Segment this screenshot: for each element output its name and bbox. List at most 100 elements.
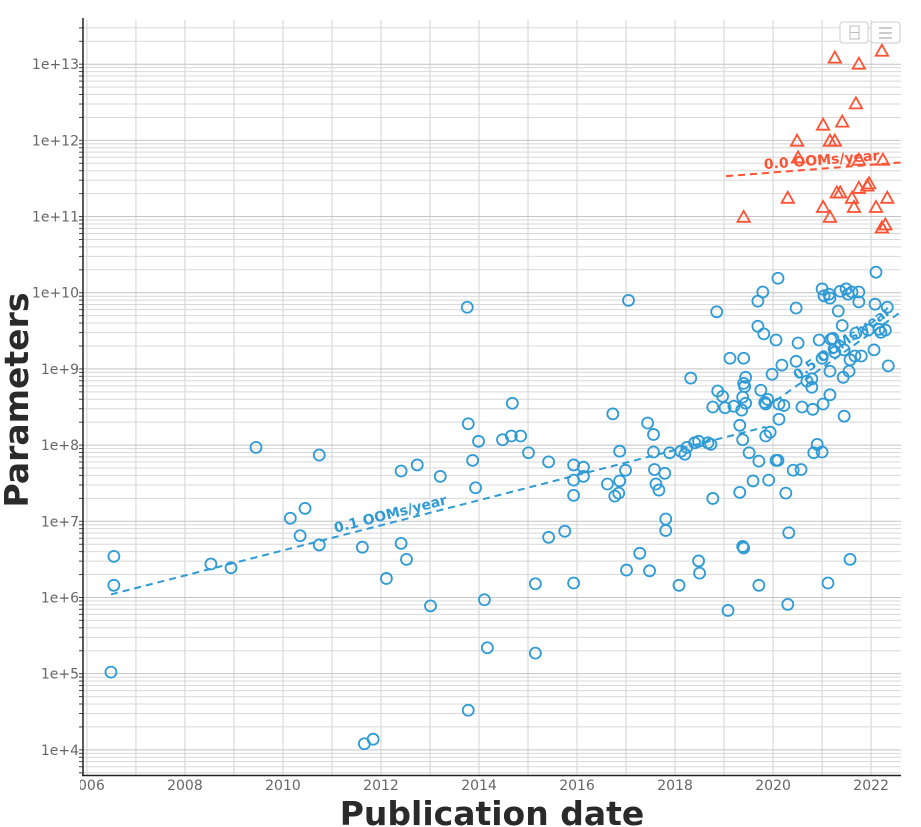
data-point-circle[interactable] [647, 445, 660, 459]
data-point-triangle[interactable] [868, 199, 884, 213]
data-point-triangle[interactable] [815, 199, 831, 213]
data-point-circle[interactable] [823, 364, 837, 378]
data-point-triangle[interactable] [789, 132, 805, 147]
data-point-circle[interactable] [528, 577, 542, 591]
data-point-circle[interactable] [769, 333, 783, 347]
data-point-circle[interactable] [710, 305, 724, 319]
data-point-circle[interactable] [394, 464, 408, 478]
data-point-circle[interactable] [867, 343, 881, 357]
data-point-triangle[interactable] [827, 132, 843, 147]
data-point-circle[interactable] [107, 578, 121, 592]
data-point-triangle[interactable] [815, 116, 831, 131]
data-point-circle[interactable] [613, 444, 627, 458]
data-point-circle[interactable] [763, 425, 777, 439]
data-point-circle[interactable] [831, 304, 845, 318]
data-point-circle[interactable] [837, 343, 851, 357]
data-point-circle[interactable] [522, 446, 535, 460]
data-point-circle[interactable] [718, 401, 732, 415]
data-point-circle[interactable] [782, 526, 796, 540]
data-point-circle[interactable] [721, 604, 735, 617]
data-point-triangle[interactable] [827, 49, 843, 64]
data-point-circle[interactable] [854, 349, 868, 363]
data-point-circle[interactable] [469, 481, 482, 495]
data-point-circle[interactable] [659, 512, 673, 526]
data-point-circle[interactable] [843, 552, 857, 566]
data-point-triangle[interactable] [832, 184, 848, 199]
data-point-circle[interactable] [379, 572, 393, 585]
data-point-circle[interactable] [643, 564, 656, 578]
data-point-circle[interactable] [716, 389, 729, 403]
data-point-circle[interactable] [312, 538, 326, 552]
data-point-triangle[interactable] [822, 208, 838, 223]
data-point-circle[interactable] [672, 578, 686, 592]
data-point-circle[interactable] [751, 319, 765, 333]
data-point-circle[interactable] [739, 396, 753, 410]
data-point-circle[interactable] [852, 295, 866, 309]
data-point-circle[interactable] [692, 554, 705, 568]
data-point-circle[interactable] [881, 359, 895, 373]
data-point-circle[interactable] [815, 351, 829, 365]
data-point-circle[interactable] [771, 271, 785, 285]
data-point-circle[interactable] [528, 646, 542, 660]
data-point-circle[interactable] [355, 540, 369, 554]
data-point-circle[interactable] [461, 703, 475, 717]
data-point-circle[interactable] [736, 433, 750, 447]
data-point-circle[interactable] [480, 641, 494, 655]
data-point-triangle[interactable] [861, 175, 877, 190]
data-point-circle[interactable] [312, 448, 326, 462]
data-point-circle[interactable] [821, 576, 835, 590]
data-point-circle[interactable] [652, 483, 666, 497]
data-point-circle[interactable] [706, 400, 720, 414]
data-point-triangle[interactable] [848, 95, 864, 110]
data-point-circle[interactable] [852, 285, 866, 299]
data-point-circle[interactable] [461, 417, 475, 431]
data-point-circle[interactable] [433, 469, 447, 483]
data-point-circle[interactable] [620, 563, 633, 577]
data-point-circle[interactable] [845, 285, 859, 299]
data-point-circle[interactable] [794, 463, 808, 476]
data-point-circle[interactable] [472, 434, 485, 448]
data-point-circle[interactable] [684, 371, 698, 385]
data-point-circle[interactable] [738, 380, 752, 393]
data-point-circle[interactable] [658, 466, 672, 480]
data-point-circle[interactable] [735, 403, 749, 417]
data-point-circle[interactable] [806, 402, 820, 416]
data-point-triangle[interactable] [874, 219, 890, 234]
data-point-circle[interactable] [633, 546, 647, 560]
data-point-triangle[interactable] [851, 151, 867, 166]
data-point-circle[interactable] [757, 327, 771, 341]
data-point-circle[interactable] [567, 576, 581, 590]
data-point-circle[interactable] [816, 397, 830, 411]
data-point-circle[interactable] [812, 333, 826, 347]
data-point-circle[interactable] [601, 477, 614, 491]
data-point-circle[interactable] [772, 412, 786, 426]
data-point-circle[interactable] [692, 434, 705, 448]
data-point-circle[interactable] [622, 293, 635, 307]
data-point-circle[interactable] [823, 388, 837, 402]
data-point-circle[interactable] [869, 265, 883, 279]
data-point-circle[interactable] [779, 486, 793, 500]
data-point-circle[interactable] [723, 351, 737, 365]
data-point-circle[interactable] [542, 455, 556, 469]
data-point-triangle[interactable] [780, 189, 796, 204]
data-point-circle[interactable] [577, 469, 590, 483]
data-point-circle[interactable] [835, 319, 849, 332]
data-point-triangle[interactable] [735, 208, 752, 223]
data-point-circle[interactable] [400, 552, 413, 566]
data-point-circle[interactable] [224, 561, 238, 575]
data-point-circle[interactable] [567, 488, 581, 502]
data-point-circle[interactable] [777, 399, 791, 412]
data-point-circle[interactable] [204, 557, 218, 571]
data-point-circle[interactable] [775, 358, 789, 372]
data-point-circle[interactable] [649, 477, 663, 491]
data-point-circle[interactable] [805, 380, 819, 394]
data-point-circle[interactable] [880, 300, 894, 314]
data-point-circle[interactable] [765, 367, 779, 381]
data-point-circle[interactable] [410, 458, 424, 472]
data-point-circle[interactable] [868, 297, 882, 311]
data-point-circle[interactable] [619, 463, 632, 477]
data-point-circle[interactable] [298, 501, 312, 515]
data-point-circle[interactable] [104, 665, 118, 679]
data-point-circle[interactable] [733, 418, 747, 432]
data-point-circle[interactable] [466, 453, 480, 467]
